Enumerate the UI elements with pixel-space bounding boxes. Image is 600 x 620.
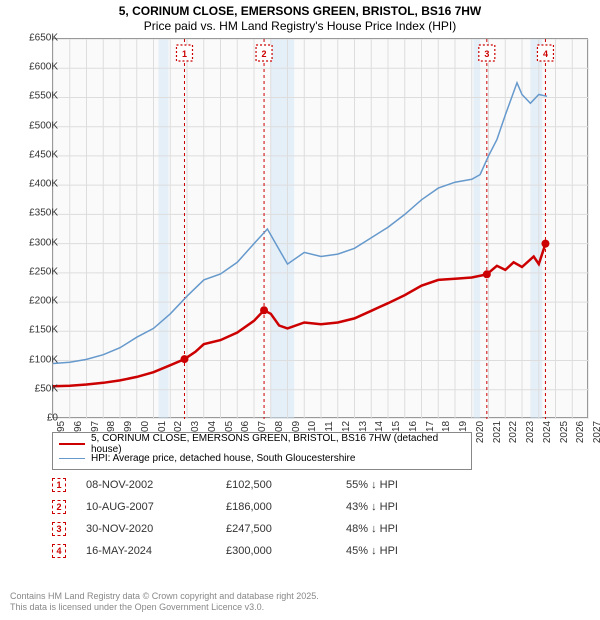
- x-tick-label: 2027: [588, 421, 600, 443]
- footer-attribution: Contains HM Land Registry data © Crown c…: [10, 591, 319, 614]
- y-tick-label: £150K: [29, 325, 58, 336]
- transaction-price: £247,500: [226, 523, 346, 535]
- table-row: 4 16-MAY-2024 £300,000 45% ↓ HPI: [52, 540, 446, 562]
- transaction-date: 08-NOV-2002: [86, 479, 226, 491]
- x-tick-label: 2022: [504, 421, 519, 443]
- y-tick-label: £350K: [29, 208, 58, 219]
- legend: 5, CORINUM CLOSE, EMERSONS GREEN, BRISTO…: [52, 432, 472, 470]
- chart-plot-area: 1 2 3 4: [52, 38, 588, 418]
- svg-text:2: 2: [262, 49, 267, 59]
- transaction-marker-icon: 3: [52, 522, 66, 536]
- transaction-price: £300,000: [226, 545, 346, 557]
- legend-item-price: 5, CORINUM CLOSE, EMERSONS GREEN, BRISTO…: [59, 437, 465, 451]
- transaction-marker-icon: 4: [52, 544, 66, 558]
- transaction-marker-icon: 1: [52, 478, 66, 492]
- x-tick-label: 2025: [555, 421, 570, 443]
- y-tick-label: £650K: [29, 33, 58, 44]
- title-line2: Price paid vs. HM Land Registry's House …: [0, 19, 600, 33]
- footer-line2: This data is licensed under the Open Gov…: [10, 602, 319, 614]
- y-tick-label: £600K: [29, 62, 58, 73]
- y-tick-label: £50K: [35, 383, 58, 394]
- y-tick-label: £400K: [29, 179, 58, 190]
- transaction-price: £186,000: [226, 501, 346, 513]
- x-tick-label: 2021: [488, 421, 503, 443]
- y-tick-label: £250K: [29, 266, 58, 277]
- y-tick-label: £300K: [29, 237, 58, 248]
- title-line1: 5, CORINUM CLOSE, EMERSONS GREEN, BRISTO…: [0, 4, 600, 18]
- table-row: 3 30-NOV-2020 £247,500 48% ↓ HPI: [52, 518, 446, 540]
- transactions-table: 1 08-NOV-2002 £102,500 55% ↓ HPI 2 10-AU…: [52, 474, 446, 562]
- table-row: 1 08-NOV-2002 £102,500 55% ↓ HPI: [52, 474, 446, 496]
- transaction-marker-icon: 2: [52, 500, 66, 514]
- svg-text:4: 4: [543, 49, 548, 59]
- legend-swatch-price: [59, 443, 85, 445]
- x-tick-label: 2024: [538, 421, 553, 443]
- chart-svg: 1 2 3 4: [53, 39, 589, 419]
- legend-label-hpi: HPI: Average price, detached house, Sout…: [91, 453, 355, 464]
- x-tick-label: 2020: [471, 421, 486, 443]
- transaction-pct: 43% ↓ HPI: [346, 501, 446, 513]
- x-tick-label: 2026: [571, 421, 586, 443]
- transaction-date: 10-AUG-2007: [86, 501, 226, 513]
- y-tick-label: £500K: [29, 120, 58, 131]
- legend-swatch-hpi: [59, 458, 85, 459]
- transaction-pct: 45% ↓ HPI: [346, 545, 446, 557]
- table-row: 2 10-AUG-2007 £186,000 43% ↓ HPI: [52, 496, 446, 518]
- transaction-date: 16-MAY-2024: [86, 545, 226, 557]
- y-tick-label: £200K: [29, 296, 58, 307]
- footer-line1: Contains HM Land Registry data © Crown c…: [10, 591, 319, 603]
- y-tick-label: £550K: [29, 91, 58, 102]
- svg-text:3: 3: [484, 49, 489, 59]
- transaction-pct: 48% ↓ HPI: [346, 523, 446, 535]
- chart-title-block: 5, CORINUM CLOSE, EMERSONS GREEN, BRISTO…: [0, 0, 600, 33]
- y-tick-label: £450K: [29, 149, 58, 160]
- x-tick-label: 2023: [521, 421, 536, 443]
- transaction-date: 30-NOV-2020: [86, 523, 226, 535]
- transaction-price: £102,500: [226, 479, 346, 491]
- transaction-pct: 55% ↓ HPI: [346, 479, 446, 491]
- y-tick-label: £100K: [29, 354, 58, 365]
- svg-text:1: 1: [182, 49, 187, 59]
